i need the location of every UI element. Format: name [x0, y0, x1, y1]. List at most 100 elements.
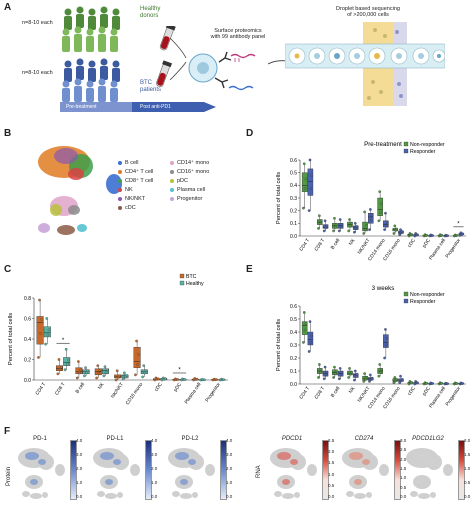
box-btc	[75, 360, 83, 380]
legend-item: B cell	[118, 158, 153, 167]
colorbar-tick: 0.0	[76, 494, 83, 499]
data-point	[308, 158, 312, 162]
data-point	[67, 358, 70, 362]
data-point	[79, 368, 82, 372]
colorbar-tick: 3.0	[151, 452, 158, 457]
colorbar-tick: 0.5	[400, 484, 407, 490]
data-point	[302, 162, 306, 166]
panel-f-letter: F	[4, 426, 11, 437]
data-point	[134, 373, 137, 377]
data-point	[83, 374, 86, 378]
data-point	[75, 376, 79, 380]
data-point	[383, 356, 386, 360]
colorbar-tick: 1.0	[328, 471, 335, 477]
feature-map-title: PDCD1LG2	[412, 436, 444, 442]
box-healthy	[82, 366, 90, 378]
feature-map-title: PD-1	[33, 436, 47, 442]
data-point	[302, 311, 306, 314]
data-point	[176, 378, 179, 381]
data-point	[333, 225, 337, 229]
legend-dot-icon	[118, 169, 122, 174]
x-tick-label: pDC	[421, 237, 432, 249]
data-point	[393, 376, 397, 379]
x-tick-label: B cell	[74, 382, 86, 395]
data-point	[349, 224, 352, 228]
legend-dot-icon	[118, 178, 122, 183]
data-point	[333, 372, 337, 375]
y-tick-label: 0.2	[290, 356, 297, 362]
box-btc	[211, 377, 219, 382]
x-tick-label: cDC	[407, 385, 418, 397]
significance-star: *	[457, 221, 460, 227]
legend-dot-icon	[170, 169, 174, 174]
box-btc	[191, 377, 199, 382]
data-point	[309, 187, 313, 190]
n-top-label: n=8-10 each	[22, 20, 53, 26]
x-tick-label: cDC	[407, 237, 418, 249]
significance-star: *	[62, 338, 65, 344]
x-tick-label: pDC	[421, 385, 432, 397]
data-point	[416, 233, 419, 237]
data-point	[368, 380, 371, 383]
data-point	[340, 370, 344, 374]
data-point	[322, 377, 326, 381]
y-tick-label: 0.2	[290, 208, 297, 214]
data-point	[379, 370, 382, 374]
y-tick-label: 0.3	[290, 343, 297, 349]
feature-map-umap	[342, 448, 389, 499]
data-point	[303, 187, 307, 190]
converging-arrows	[169, 37, 187, 81]
data-point	[104, 370, 108, 374]
data-point	[455, 382, 459, 385]
data-point	[310, 173, 314, 177]
colorbar	[322, 440, 329, 500]
box-responder	[443, 381, 449, 386]
data-point	[45, 317, 49, 320]
feature-map-umap	[93, 448, 140, 499]
box-non-responder	[347, 218, 353, 233]
data-point	[322, 229, 326, 233]
legend-item: cDC	[118, 203, 153, 212]
x-tick-label: CD8 T	[54, 382, 67, 397]
data-point	[384, 211, 387, 215]
box-non-responder	[407, 232, 414, 238]
legend-label: Progenitor	[177, 195, 203, 202]
box-healthy	[179, 377, 187, 382]
legend-label: NK/NKT	[125, 195, 146, 202]
legend-dot-icon	[170, 187, 174, 192]
box-responder	[368, 373, 374, 383]
data-point	[323, 219, 327, 223]
legend-swatch	[179, 280, 185, 286]
data-point	[319, 368, 323, 372]
x-tick-label: NK/NKT	[357, 386, 372, 404]
data-point	[347, 376, 351, 379]
legend-dot-icon	[118, 205, 122, 210]
btc-crowd-icon	[62, 58, 120, 102]
data-point	[461, 232, 465, 236]
data-point	[103, 365, 107, 369]
data-point	[398, 381, 402, 385]
colorbar-tick: 2.0	[76, 466, 83, 471]
patients-label: patients	[140, 87, 162, 93]
data-point	[440, 382, 444, 385]
data-point	[98, 368, 102, 372]
legend-swatch	[179, 273, 185, 279]
y-tick-label: 0.4	[24, 337, 31, 343]
data-point	[303, 328, 307, 332]
data-point	[317, 376, 320, 379]
data-point	[202, 378, 206, 382]
data-point	[195, 377, 199, 381]
data-point	[337, 377, 341, 381]
box-btc	[94, 364, 102, 380]
legend-label: CD8⁺ T cell	[125, 177, 154, 184]
data-point	[136, 363, 140, 366]
data-point	[332, 229, 335, 233]
legend-label: pDC	[177, 177, 189, 184]
post-pd1-label: Post anti-PD1	[140, 104, 171, 110]
legend-dot-icon	[118, 196, 122, 201]
colorbar	[458, 440, 465, 500]
colorbar-tick: 1.0	[464, 466, 471, 471]
feature-map-panel: PD-L1 4.0 3.0 2.0 1.0 0.0	[87, 436, 157, 506]
colorbar-tick: 1.0	[226, 480, 233, 485]
box-btc	[133, 339, 141, 377]
